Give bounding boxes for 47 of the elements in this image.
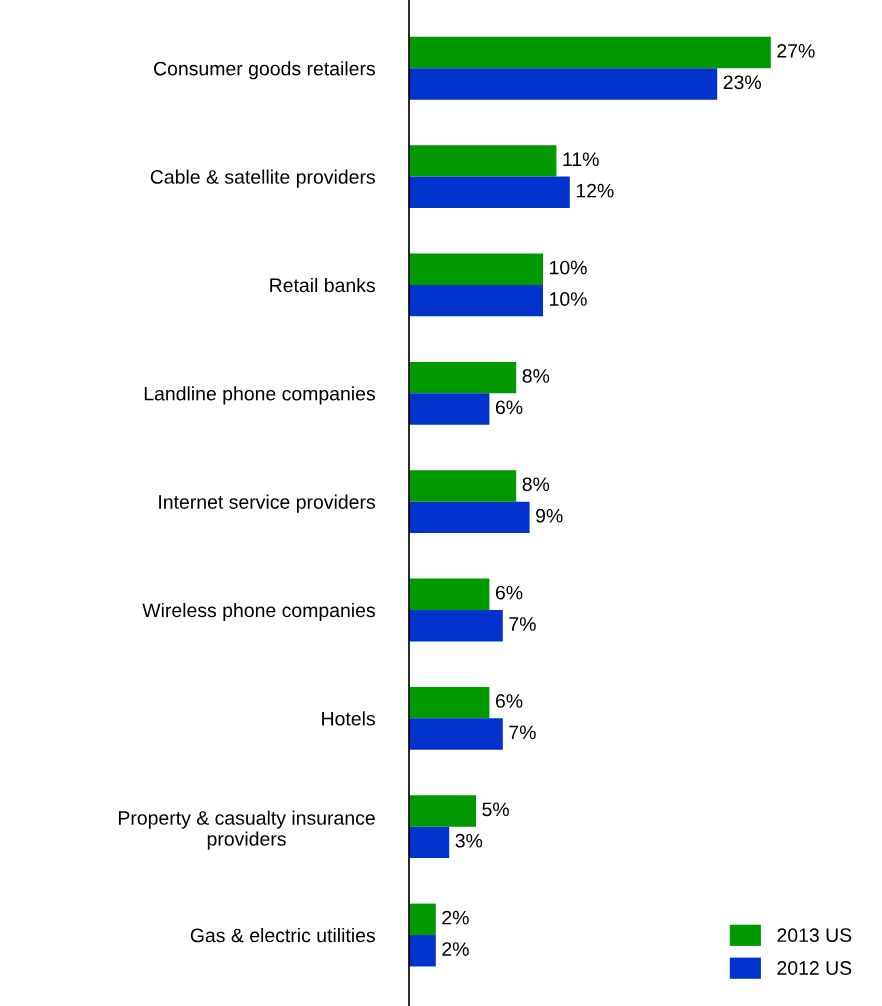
y-tick-label: Property & casualty insurance providers (118, 810, 375, 850)
bar (409, 470, 517, 502)
data-label: 12% (576, 183, 614, 198)
bar (409, 284, 543, 317)
bar (409, 393, 490, 425)
data-label: 7% (509, 725, 536, 740)
data-label: 7% (509, 617, 536, 631)
bar (409, 903, 436, 936)
bar (409, 501, 530, 534)
bar (409, 686, 490, 719)
bar (409, 795, 476, 827)
y-tick-label: Landline phone companies (144, 386, 375, 405)
data-label: 27% (777, 44, 815, 58)
data-label: 8% (522, 369, 550, 383)
y-tick-label: Hotels (322, 711, 375, 726)
bar (409, 609, 503, 642)
data-label: 10% (550, 292, 587, 306)
y-tick-label: Wireless phone companies (142, 602, 375, 622)
data-label: 11% (563, 152, 599, 167)
y-tick-label: Retail banks (270, 277, 375, 293)
y-tick-label: Internet service providers (159, 494, 375, 513)
legend-label: 2013 US (777, 928, 852, 943)
data-label: 6% (495, 694, 523, 708)
bar (409, 176, 570, 209)
data-label: 2% (442, 910, 469, 925)
y-tick-label: Consumer goods retailers (154, 61, 375, 80)
data-label: 23% (723, 75, 761, 90)
data-label: 6% (495, 400, 523, 415)
bar (409, 36, 771, 69)
y-tick-label: Cable & satellite providers (150, 169, 375, 188)
bar (409, 68, 718, 100)
data-label: 9% (536, 508, 563, 523)
data-label: 5% (482, 802, 509, 817)
bar (409, 826, 450, 859)
bar (409, 361, 517, 394)
data-label: 10% (550, 260, 587, 275)
bar (409, 145, 557, 177)
legend-label: 2012 US (777, 961, 852, 975)
data-label: 6% (495, 585, 523, 600)
y-tick-label: Gas & electric utilities (190, 927, 375, 943)
bar (409, 718, 503, 750)
data-label: 8% (522, 477, 550, 492)
bar (409, 253, 543, 285)
data-label: 2% (442, 942, 469, 956)
data-label: 3% (455, 833, 483, 848)
bar (409, 935, 436, 967)
bar (409, 578, 490, 610)
